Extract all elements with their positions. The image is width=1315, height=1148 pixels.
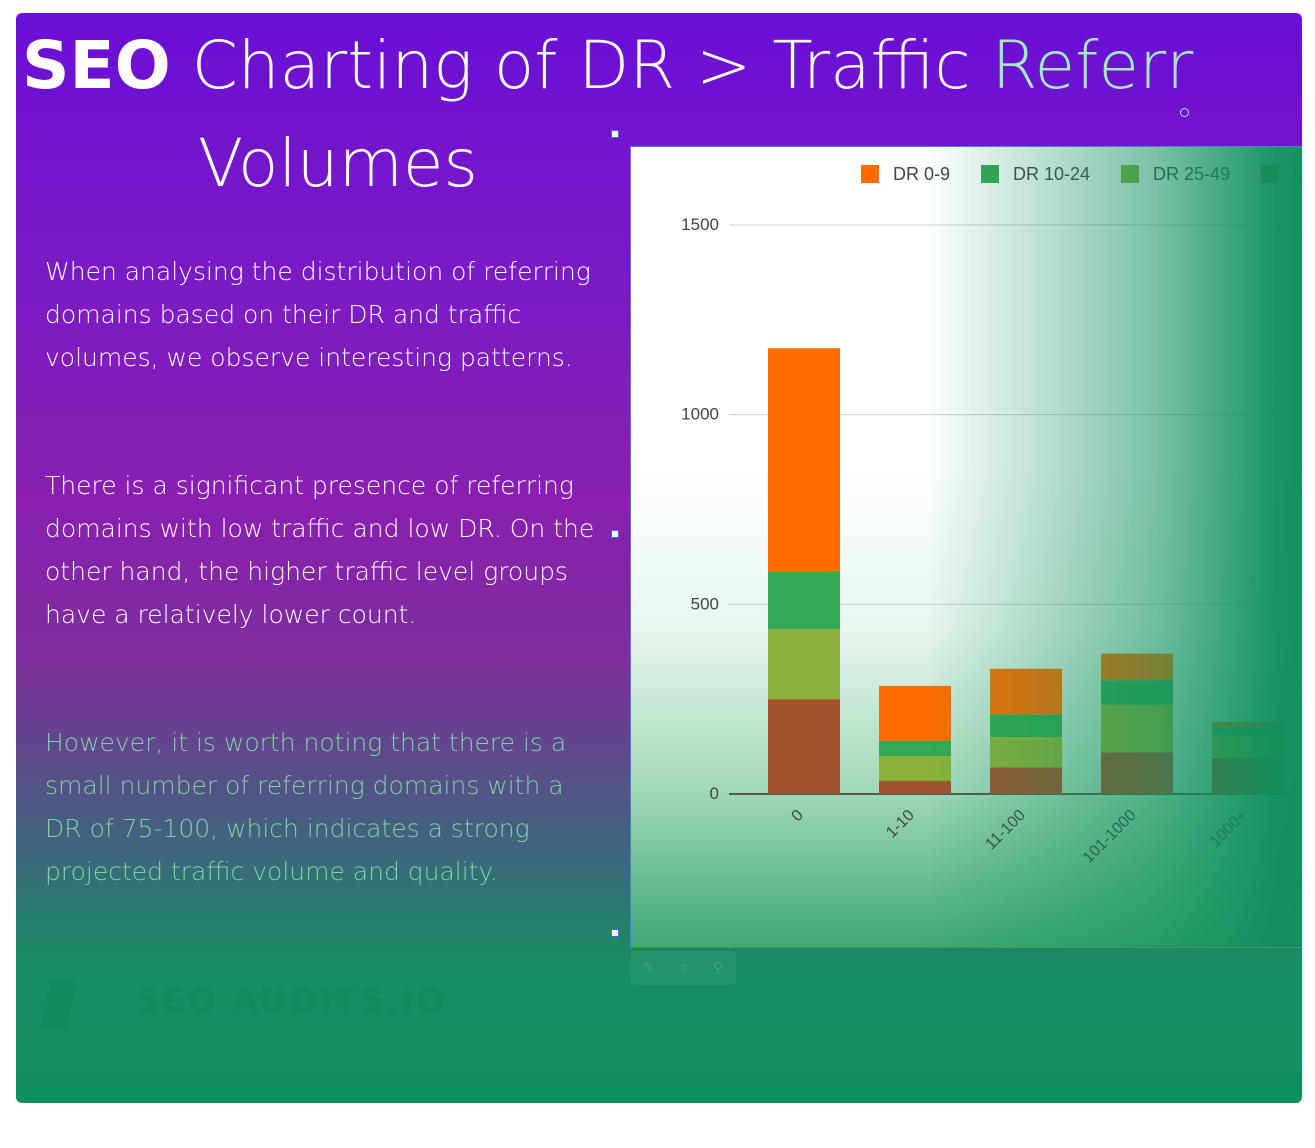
x-tick-label: 1-10: [883, 807, 918, 842]
resize-handle-middle-left[interactable]: [611, 530, 619, 538]
pen-icon[interactable]: ✎: [642, 960, 655, 976]
legend-swatch: [1261, 165, 1279, 183]
image-toolbar: ✎ ⌗ ⚲: [630, 951, 736, 985]
legend-label: DR 50-74: [1293, 164, 1302, 184]
bar-segment: [1101, 680, 1173, 705]
bar-segment: [768, 348, 840, 573]
y-tick-label: 1500: [681, 215, 719, 234]
bar-segment: [768, 572, 840, 629]
legend-swatch: [981, 165, 999, 183]
title-bold: SEO: [22, 27, 171, 104]
bar-segment: [1212, 757, 1284, 794]
legend-swatch: [861, 165, 879, 183]
bar-segment: [1212, 735, 1284, 758]
paragraph-1: When analysing the distribution of refer…: [45, 257, 591, 372]
crop-icon[interactable]: ⌗: [679, 960, 688, 976]
bar-segment: [1212, 721, 1284, 728]
y-tick-label: 0: [710, 784, 719, 803]
rotate-handle[interactable]: [1180, 108, 1189, 117]
x-tick-label: 101-1000: [1080, 807, 1140, 867]
y-tick-label: 1000: [681, 405, 719, 424]
bar-segment: [990, 714, 1062, 738]
legend-label: DR 10-24: [1013, 164, 1090, 184]
x-tick-label: 11-100: [982, 807, 1028, 853]
resize-handle-top-left[interactable]: [611, 130, 619, 138]
logo-mark-icon: [40, 979, 78, 1027]
pin-icon[interactable]: ⚲: [713, 960, 724, 976]
paragraph-2: There is a significant presence of refer…: [45, 471, 595, 629]
bar-segment: [768, 699, 840, 794]
slide-title-line2: Volumes: [198, 125, 478, 202]
title-fade: Referr: [991, 27, 1194, 104]
bar-segment: [990, 767, 1062, 794]
bar-segment: [768, 628, 840, 700]
bar-segment: [1101, 704, 1173, 753]
bar-segment: [1212, 727, 1284, 736]
y-tick-label: 500: [691, 594, 719, 613]
watermark-text: SEO AUDITS.IO: [136, 981, 447, 1021]
title-rest: Charting of DR > Traffic: [170, 27, 992, 104]
resize-handle-bottom-left[interactable]: [611, 929, 619, 937]
legend-label: DR 25-49: [1153, 164, 1230, 184]
watermark-logo: SEO AUDITS.IO: [40, 973, 466, 1033]
slide: SEO Charting of DR > Traffic Referr Volu…: [16, 13, 1302, 1103]
bar-segment: [879, 780, 951, 794]
bar-segment: [1101, 653, 1173, 681]
legend-label: DR 0-9: [893, 164, 950, 184]
bar-segment: [990, 737, 1062, 768]
bar-segment: [879, 756, 951, 781]
bar-segment: [1101, 752, 1173, 794]
chart-image[interactable]: 0 500 1000 1500 0 1-10 11-100 101-1000 1000+ DR 0…: [630, 146, 1302, 948]
x-tick-label: 0: [789, 807, 807, 825]
x-tick-label: 1000+: [1207, 807, 1251, 851]
paragraph-3: However, it is worth noting that there i…: [45, 728, 567, 886]
slide-title: SEO Charting of DR > Traffic Referr: [22, 33, 1193, 99]
bar-segment: [879, 685, 951, 741]
legend-swatch: [1121, 165, 1139, 183]
bar-segment: [990, 668, 1062, 715]
stacked-bar-chart: 0 500 1000 1500 0 1-10 11-100 101-1000 1000+ DR 0…: [681, 164, 1302, 867]
bar-segment: [879, 740, 951, 757]
